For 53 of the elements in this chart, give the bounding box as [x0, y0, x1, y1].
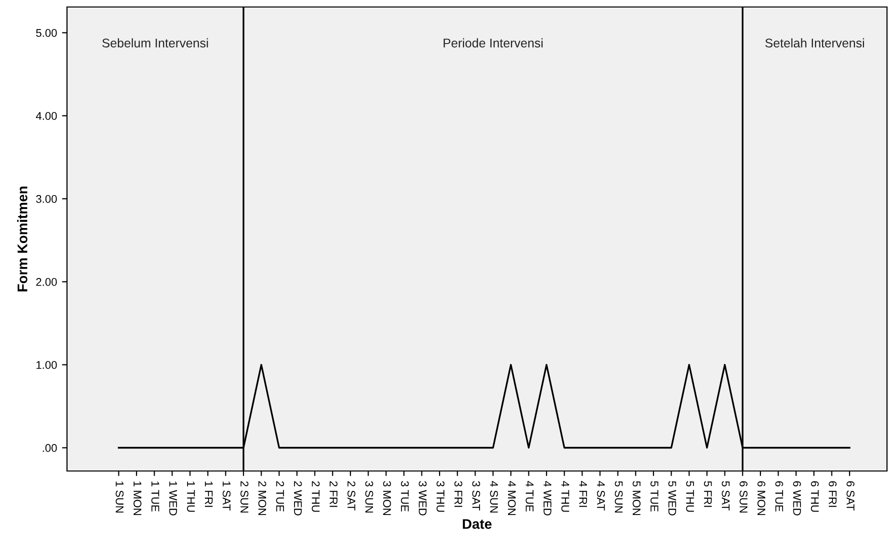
x-tick-label: 3 FRI [454, 481, 462, 507]
x-tick-label: 3 WED [418, 481, 427, 516]
x-tick-label: 5 MON [632, 481, 641, 516]
x-tick-label: 2 WED [294, 481, 302, 516]
x-tick-label: 4 SAT [597, 480, 605, 511]
x-tick-label: 1 TUE [151, 482, 160, 512]
x-tick-label: 2 FRI [330, 481, 338, 507]
annotation: Setelah Intervensi [765, 38, 864, 48]
x-tick-label: 5 SUN [614, 481, 623, 513]
x-tick-label: 2 SAT [347, 481, 356, 511]
y-tick-label: .00 [42, 444, 57, 452]
x-tick-label: 2 THU [312, 481, 320, 512]
x-tick-label: 1 SUN [116, 482, 124, 513]
x-tick-label: 5 WED [668, 481, 676, 516]
x-tick-label: 6 FRI [828, 481, 837, 507]
x-tick-label: 3 THU [436, 481, 444, 512]
x-tick-label: 3 TUE [400, 481, 409, 512]
y-tick-label: 1.00 [36, 361, 57, 369]
y-tick-label: 4.00 [36, 112, 57, 120]
y-tick-label: 3.00 [36, 195, 57, 203]
x-tick-label: 6 SUN [740, 481, 748, 513]
x-tick-label: 4 MON [508, 480, 516, 516]
x-tick-label: 5 FRI [704, 481, 712, 507]
x-tick-label: 4 THU [561, 480, 570, 512]
x-tick-label: 6 THU [810, 481, 819, 512]
annotation: Sebelum Intervensi [102, 38, 208, 48]
x-tick-label: 1 MON [134, 482, 142, 516]
x-tick-label: 3 SAT [472, 481, 480, 511]
x-axis-title: Date [462, 519, 492, 529]
x-tick-label: 3 MON [383, 481, 391, 516]
x-tick-label: 1 SAT [222, 482, 231, 511]
x-tick-label: 2 MON [258, 481, 266, 516]
x-tick-label: 3 SUN [365, 481, 374, 513]
x-tick-label: 1 FRI [204, 482, 213, 507]
x-tick-label: 5 TUE [650, 481, 658, 512]
x-tick-label: 5 THU [686, 481, 694, 512]
x-tick-label: 1 THU [187, 482, 195, 512]
x-tick-label: 6 SAT [846, 481, 854, 511]
x-tick-label: 6 WED [793, 481, 801, 516]
x-tick-label: 4 SUN [490, 480, 498, 513]
y-tick-label: 5.00 [36, 29, 57, 37]
x-tick-label: 6 MON [757, 481, 766, 516]
x-tick-label: 1 WED [169, 482, 177, 516]
x-tick-label: 5 SAT [722, 481, 730, 511]
x-tick-label: 2 SUN [240, 481, 248, 513]
y-tick-label: 2.00 [36, 278, 57, 286]
x-tick-label: 6 TUE [775, 481, 784, 512]
y-axis-title: Form Komitmen [17, 186, 28, 292]
x-tick-label: 4 WED [544, 480, 552, 516]
x-tick-label: 4 FRI [579, 480, 587, 507]
x-tick-label: 2 TUE [276, 481, 284, 512]
annotation: Periode Intervensi [444, 38, 543, 48]
x-tick-label: 4 TUE [526, 480, 534, 512]
